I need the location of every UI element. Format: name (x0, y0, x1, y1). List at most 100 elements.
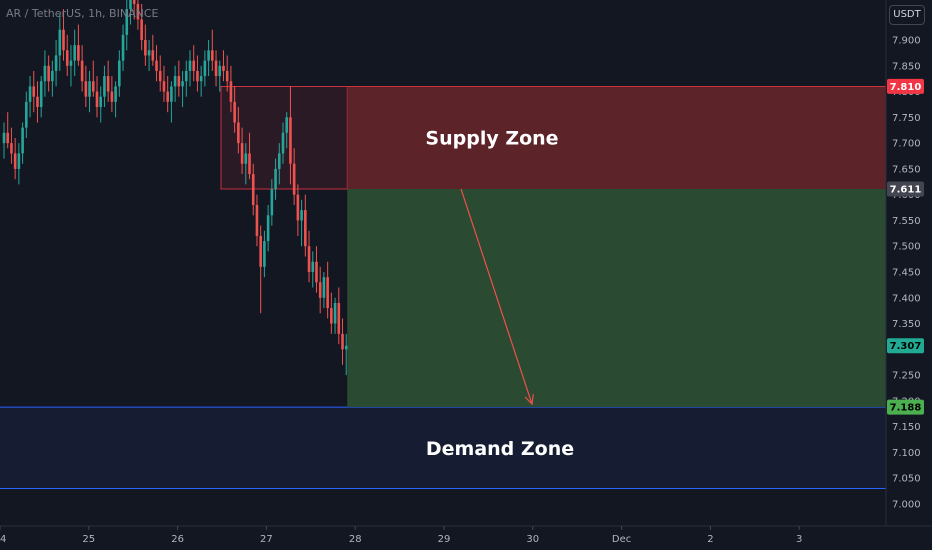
candle (177, 60, 181, 97)
candle-body (43, 65, 47, 82)
candle (10, 127, 13, 164)
candle-body (184, 70, 188, 82)
candle-body (155, 60, 158, 71)
candle-body (25, 101, 28, 128)
target-zone (347, 188, 886, 408)
y-tick-label: 7.450 (892, 268, 921, 279)
candle (166, 76, 169, 113)
candle (330, 292, 333, 334)
candle (296, 184, 300, 236)
candle (207, 40, 210, 77)
candle (259, 225, 262, 314)
candle-body (158, 70, 162, 82)
x-tick-label: 3 (796, 534, 802, 545)
y-tick-label: 7.500 (892, 242, 921, 253)
candle (25, 91, 28, 138)
supply-zone-label: Supply Zone (425, 128, 558, 150)
candle (88, 70, 91, 113)
candle-body (39, 81, 43, 108)
candle-body (341, 333, 344, 350)
candle (292, 148, 296, 205)
candle (225, 55, 229, 92)
candle-body (311, 261, 315, 272)
currency-button[interactable]: USDT (889, 5, 925, 25)
candle (132, 0, 136, 20)
price-tag: 7.307 (887, 338, 924, 354)
candle (80, 45, 84, 92)
candle (251, 163, 255, 216)
candle (36, 81, 39, 123)
price-tag: 7.188 (887, 399, 924, 415)
candle (285, 112, 289, 149)
y-tick-label: 7.000 (892, 500, 921, 511)
candle (311, 251, 315, 288)
candle (337, 287, 341, 345)
candle-body (211, 50, 214, 61)
candle (103, 65, 106, 108)
candle-body (118, 60, 121, 87)
candle-body (248, 153, 251, 175)
y-tick-label: 7.050 (892, 474, 921, 485)
y-tick-label: 7.850 (892, 61, 921, 72)
x-tick-label: 30 (526, 534, 539, 545)
candle (17, 143, 21, 185)
candle (91, 60, 95, 97)
candle-body (36, 96, 39, 108)
candle-body (318, 282, 322, 298)
candle-body (199, 76, 203, 82)
candle (121, 24, 125, 71)
candle (170, 81, 173, 123)
candle (274, 158, 277, 200)
candle (51, 60, 54, 97)
candle-body (58, 29, 62, 56)
candle (192, 45, 196, 82)
candle-body (84, 81, 88, 97)
candle (218, 60, 222, 92)
candle-body (132, 0, 136, 4)
candle-body (110, 91, 114, 102)
candle (326, 261, 329, 319)
candle-body (10, 143, 13, 154)
arrow-layer (460, 188, 534, 406)
y-tick-label: 7.550 (892, 216, 921, 227)
candle-body (255, 204, 259, 236)
candle (203, 50, 207, 87)
candle-body (166, 91, 169, 102)
candle-body (270, 189, 274, 216)
candle (62, 9, 65, 61)
candle-body (207, 50, 210, 61)
x-tick-label: 2 (707, 534, 713, 545)
candles-layer (2, 0, 348, 376)
candle (47, 55, 50, 92)
candle (54, 40, 58, 87)
candle (248, 132, 251, 180)
candle-body (333, 302, 337, 324)
candle-body (162, 81, 166, 92)
candle (118, 50, 121, 97)
candle (229, 65, 233, 113)
candle-body (281, 132, 285, 154)
candle (32, 70, 36, 113)
candle-body (237, 122, 240, 144)
candle (162, 65, 166, 102)
candle (341, 318, 344, 365)
price-tag-bg (887, 399, 924, 415)
candle (196, 55, 199, 92)
candle-body (47, 65, 50, 82)
candle (188, 50, 192, 87)
candle (6, 112, 10, 149)
y-tick-label: 7.900 (892, 36, 921, 47)
candle (110, 76, 114, 113)
candle (114, 81, 117, 118)
candle-body (274, 168, 277, 190)
x-tick-label: 26 (171, 534, 184, 545)
candle-body (103, 76, 106, 97)
candle-body (129, 0, 132, 10)
price-tag-label: 7.611 (890, 184, 922, 195)
candle-body (106, 76, 110, 92)
candle-body (95, 91, 99, 108)
candle-body (263, 241, 266, 267)
candle-body (289, 117, 292, 164)
candle (304, 194, 307, 257)
